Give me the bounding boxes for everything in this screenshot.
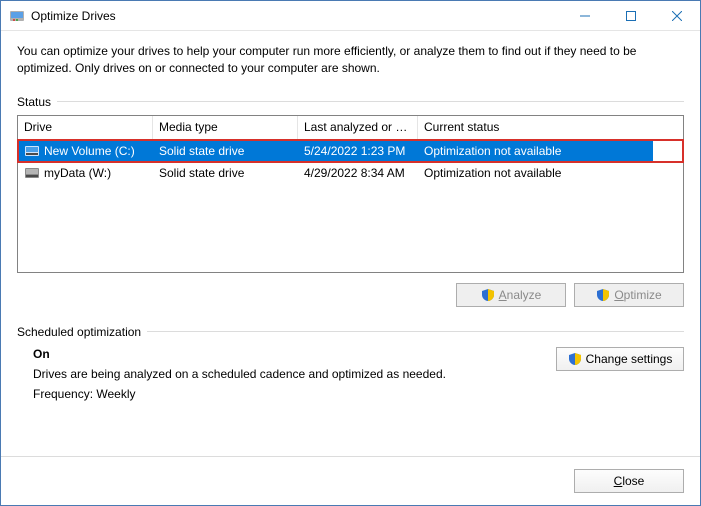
media-type: Solid state drive <box>153 141 298 161</box>
shield-icon <box>568 352 582 366</box>
content-area: You can optimize your drives to help you… <box>1 31 700 456</box>
sched-section-label: Scheduled optimization <box>17 325 684 339</box>
divider <box>147 331 684 332</box>
optimize-accel: O <box>614 288 623 302</box>
col-status[interactable]: Current status <box>418 116 653 139</box>
titlebar[interactable]: Optimize Drives <box>1 1 700 31</box>
current-status: Optimization not available <box>418 141 653 161</box>
optimize-text: ptimize <box>624 288 662 302</box>
analyze-text: nalyze <box>507 288 542 302</box>
drive-name: New Volume (C:) <box>44 144 135 158</box>
col-drive[interactable]: Drive <box>18 116 153 139</box>
last-analyzed: 5/24/2022 1:23 PM <box>298 141 418 161</box>
media-type: Solid state drive <box>153 163 298 183</box>
row-end <box>653 148 683 154</box>
shield-icon <box>481 288 495 302</box>
footer-buttons: Close <box>1 456 700 505</box>
col-last[interactable]: Last analyzed or o... <box>298 116 418 139</box>
col-media[interactable]: Media type <box>153 116 298 139</box>
drive-icon <box>24 166 40 180</box>
table-row[interactable]: myData (W:) Solid state drive4/29/2022 8:… <box>18 162 683 184</box>
maximize-button[interactable] <box>608 1 654 31</box>
row-end <box>653 170 683 176</box>
last-analyzed: 4/29/2022 8:34 AM <box>298 163 418 183</box>
schedule-freq: Frequency: Weekly <box>33 387 538 401</box>
change-settings-button[interactable]: Change settings <box>556 347 684 371</box>
description-text: You can optimize your drives to help you… <box>17 43 684 77</box>
optimize-button[interactable]: Optimize <box>574 283 684 307</box>
sched-label-text: Scheduled optimization <box>17 325 141 339</box>
drive-icon <box>24 144 40 158</box>
shield-icon <box>596 288 610 302</box>
status-label-text: Status <box>17 95 51 109</box>
status-section-label: Status <box>17 95 684 109</box>
close-button[interactable] <box>654 1 700 31</box>
schedule-block: On Drives are being analyzed on a schedu… <box>17 347 684 407</box>
analyze-button[interactable]: Analyze <box>456 283 566 307</box>
table-row[interactable]: New Volume (C:) Solid state drive5/24/202… <box>18 140 683 162</box>
grid-rows: New Volume (C:) Solid state drive5/24/202… <box>18 140 683 184</box>
minimize-button[interactable] <box>562 1 608 31</box>
schedule-on: On <box>33 347 538 361</box>
col-end <box>653 116 683 139</box>
change-settings-text: Change settings <box>586 352 673 366</box>
window-title: Optimize Drives <box>31 9 562 23</box>
optimize-drives-window: Optimize Drives You can optimize your dr… <box>0 0 701 506</box>
schedule-info: On Drives are being analyzed on a schedu… <box>17 347 538 407</box>
drive-name: myData (W:) <box>44 166 111 180</box>
drives-grid[interactable]: Drive Media type Last analyzed or o... C… <box>17 115 684 273</box>
analyze-accel: A <box>499 288 507 302</box>
divider <box>57 101 684 102</box>
close-text: lose <box>622 474 644 488</box>
grid-buttons: Analyze Optimize <box>17 283 684 307</box>
schedule-right: Change settings <box>556 347 684 407</box>
schedule-desc: Drives are being analyzed on a scheduled… <box>33 367 538 381</box>
app-icon <box>9 8 25 24</box>
current-status: Optimization not available <box>418 163 653 183</box>
grid-header[interactable]: Drive Media type Last analyzed or o... C… <box>18 116 683 140</box>
close-dialog-button[interactable]: Close <box>574 469 684 493</box>
